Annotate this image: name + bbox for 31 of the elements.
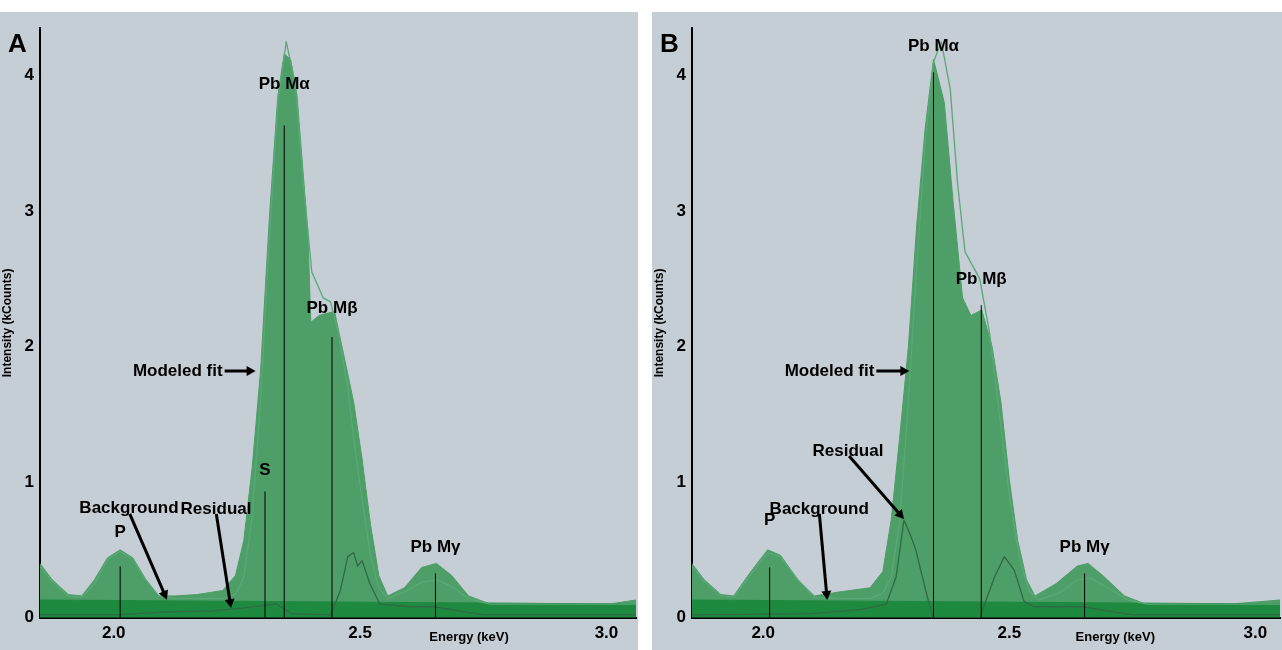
annotation: Modeled fit: [132, 360, 223, 380]
chart-title: B: [660, 28, 679, 59]
x-axis-title: Energy (keV): [1075, 629, 1156, 645]
ref-line-label: Pb Mγ: [410, 536, 462, 556]
y-tick-label: 4: [24, 65, 35, 85]
y-axis-title: Intensity (kCounts): [651, 268, 666, 378]
x-tick-label: 3.0: [594, 623, 619, 643]
y-axis-title: Intensity (kCounts): [0, 268, 14, 378]
x-tick-label: 2.5: [348, 623, 372, 643]
y-tick-label: 0: [676, 607, 686, 627]
y-tick-label: 1: [24, 471, 34, 491]
annotation: Background: [79, 498, 179, 518]
y-tick-label: 3: [24, 200, 34, 220]
ref-line-label: Pb Mα: [907, 35, 960, 55]
y-tick-label: 0: [24, 607, 34, 627]
y-tick-label: 3: [676, 200, 686, 220]
ref-line-label: Pb Mγ: [1059, 536, 1111, 556]
ref-line-label: P: [114, 522, 126, 542]
y-tick-label: 2: [24, 336, 34, 356]
x-tick-label: 2.0: [751, 623, 776, 643]
y-tick-label: 2: [676, 336, 686, 356]
annotation: Modeled fit: [784, 360, 875, 380]
y-tick-label: 4: [676, 65, 687, 85]
chart-title: A: [8, 28, 27, 59]
x-tick-label: 3.0: [1243, 623, 1268, 643]
x-tick-label: 2.5: [997, 623, 1022, 643]
annotation: Residual: [812, 440, 884, 460]
ref-line-label: S: [259, 460, 271, 480]
x-tick-label: 2.0: [101, 623, 126, 643]
x-axis-title: Energy (keV): [429, 629, 509, 645]
y-tick-label: 1: [676, 471, 686, 491]
